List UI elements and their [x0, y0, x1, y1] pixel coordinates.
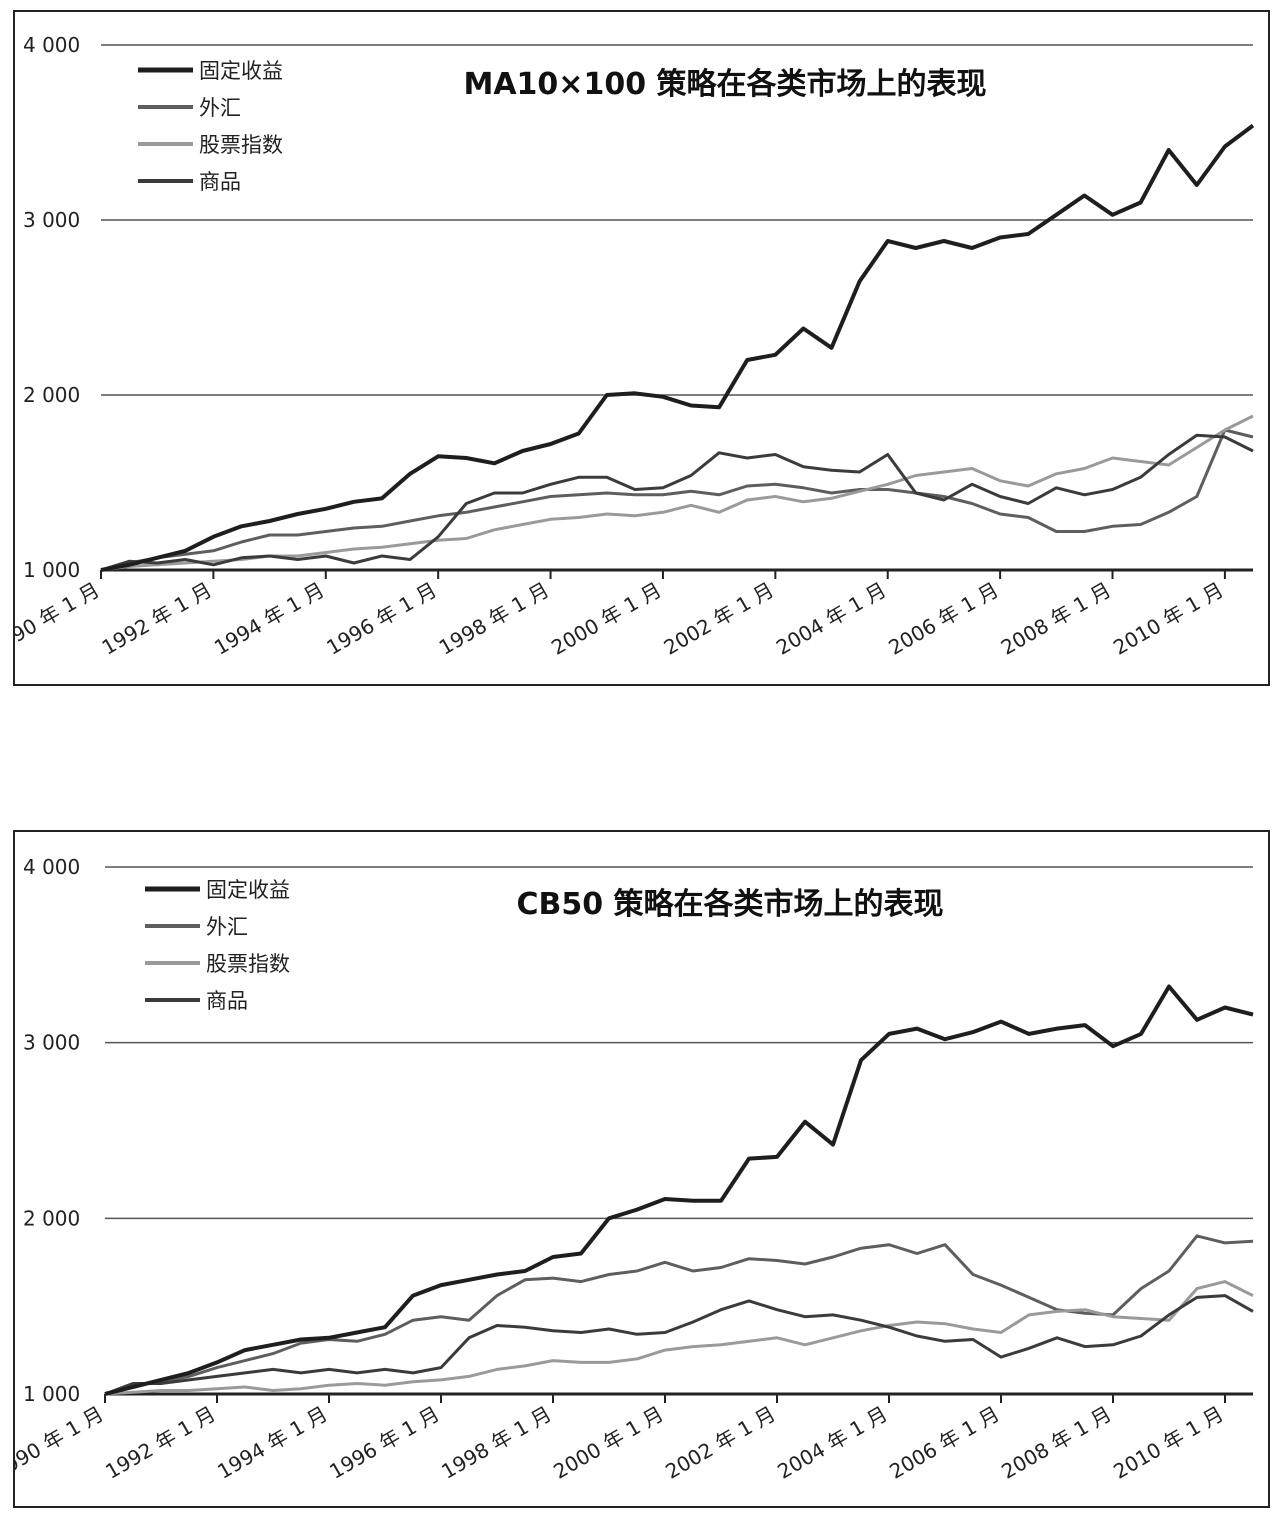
chart-0-series-line-3	[100, 433, 1254, 572]
chart-1-x-tick-label: 1996 年 1 月	[325, 1402, 443, 1484]
chart-1-series-line-0	[104, 984, 1254, 1396]
chart-1-x-tick-label: 2006 年 1 月	[885, 1402, 1003, 1484]
chart-0-x-tick-label: 2006 年 1 月	[884, 578, 1002, 660]
chart-0-x-tick-label: 2008 年 1 月	[997, 578, 1115, 660]
chart-0-y-tick-label: 2 000	[23, 383, 80, 407]
chart-0-x-tick-label: 2002 年 1 月	[660, 578, 778, 660]
chart-1-x-tick-label: 2010 年 1 月	[1109, 1402, 1227, 1484]
chart-1-x-tick-label: 2000 年 1 月	[549, 1402, 667, 1484]
chart-1-series-line-3	[104, 1294, 1254, 1396]
chart-0-legend-label: 固定收益	[199, 59, 283, 83]
chart-1-legend-label: 外汇	[206, 915, 248, 939]
chart-1-x-tick-label: 2008 年 1 月	[997, 1402, 1115, 1484]
chart-0-title: MA10×100 策略在各类市场上的表现	[463, 67, 986, 102]
chart-1-y-tick-label: 3 000	[23, 1031, 80, 1055]
chart-0-x-tick-label: 2010 年 1 月	[1109, 578, 1227, 660]
chart-0-series-line-0	[100, 123, 1255, 572]
chart-1-series-line-2	[104, 1280, 1254, 1396]
chart-1-y-tick-label: 1 000	[23, 1382, 80, 1406]
chart-panel-cb50: 1 000 2 000 3 000 4 000 1990 年 1 月 1992 年 1 月…	[13, 830, 1270, 1508]
chart-panel-ma10x100: 1 000 2 000 3 000 4 000 1990 年 1 月 1992 年 1 月…	[13, 10, 1270, 686]
chart-0-x-tick-label: 2004 年 1 月	[772, 578, 890, 660]
chart-0-legend-label: 商品	[199, 170, 241, 194]
chart-0-x-tick-label: 1990 年 1 月	[15, 578, 104, 660]
chart-0-series-line-1	[100, 428, 1254, 572]
chart-1-legend-label: 商品	[206, 989, 248, 1013]
chart-1-x-tick-label: 1994 年 1 月	[213, 1402, 331, 1484]
chart-0-x-tick-label: 1994 年 1 月	[210, 578, 328, 660]
chart-0-y-tick-label: 4 000	[23, 33, 80, 57]
chart-0-y-tick-label: 3 000	[23, 208, 80, 232]
chart-0-legend-label: 股票指数	[199, 133, 283, 157]
chart-0-x-tick-label: 1998 年 1 月	[435, 578, 553, 660]
chart-0-x-tick-label: 1996 年 1 月	[322, 578, 440, 660]
chart-1-y-tick-label: 4 000	[23, 855, 80, 879]
chart-0-series-line-2	[100, 414, 1254, 572]
chart-1-x-tick-label: 2002 年 1 月	[661, 1402, 779, 1484]
chart-1-x-tick-label: 2004 年 1 月	[773, 1402, 891, 1484]
chart-0-x-tick-label: 1992 年 1 月	[98, 578, 216, 660]
chart-1-legend-label: 股票指数	[206, 952, 290, 976]
chart-0-x-tick-label: 2000 年 1 月	[547, 578, 665, 660]
chart-1-y-tick-label: 2 000	[23, 1206, 80, 1230]
chart-1-x-tick-label: 1992 年 1 月	[101, 1402, 219, 1484]
chart-0-y-tick-label: 1 000	[23, 558, 80, 582]
chart-0-legend-label: 外汇	[199, 96, 241, 120]
chart-1-legend-label: 固定收益	[206, 878, 290, 902]
chart-1-x-tick-label: 1998 年 1 月	[437, 1402, 555, 1484]
chart-1-x-tick-label: 1990 年 1 月	[15, 1402, 108, 1484]
chart-1-title: CB50 策略在各类市场上的表现	[516, 887, 943, 922]
